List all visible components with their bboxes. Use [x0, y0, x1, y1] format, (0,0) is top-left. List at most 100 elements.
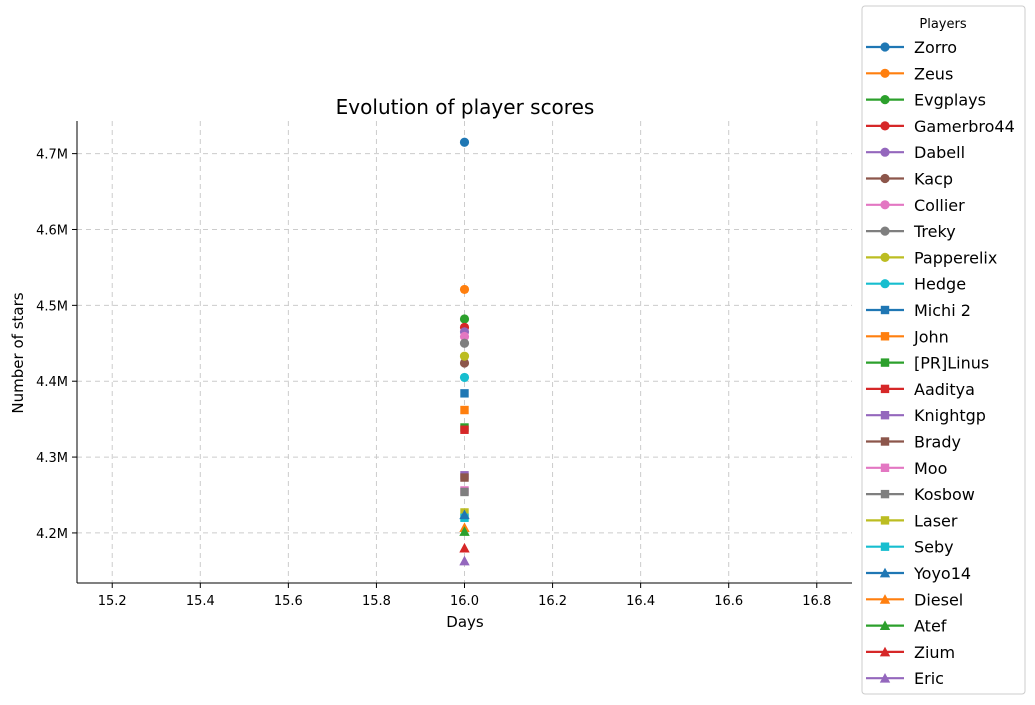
legend-item: Hedge	[866, 275, 966, 294]
data-point-kacp	[459, 358, 470, 368]
legend-item: Treky	[866, 222, 956, 241]
legend-item: Knightgp	[866, 406, 986, 425]
legend-label: John	[913, 327, 949, 346]
legend-item: Atef	[866, 617, 947, 636]
y-axis-label: Number of stars	[9, 292, 27, 413]
legend-item: Yoyo14	[866, 564, 971, 583]
legend-marker	[880, 463, 890, 472]
legend-label: Yoyo14	[913, 564, 971, 583]
legend-marker	[880, 147, 890, 157]
data-point-treky	[459, 338, 470, 348]
legend-label: Knightgp	[914, 406, 986, 425]
legend-marker	[880, 516, 890, 525]
legend-marker	[879, 567, 891, 578]
x-tick-label: 15.6	[274, 594, 303, 609]
legend-marker	[879, 620, 891, 631]
legend-marker	[879, 646, 891, 657]
legend-label: Zorro	[914, 38, 957, 57]
legend-label: Aaditya	[914, 380, 975, 399]
legend-label: Zium	[914, 643, 955, 662]
legend-item: Evgplays	[866, 91, 986, 110]
legend-label: Hedge	[914, 275, 966, 294]
legend-marker	[880, 226, 890, 236]
legend-marker	[880, 411, 890, 420]
legend-label: Seby	[914, 538, 954, 557]
data-point-eric	[459, 555, 470, 566]
legend-label: Papperelix	[914, 248, 997, 267]
y-tick-label: 4.3M	[36, 451, 68, 466]
legend-marker	[880, 42, 890, 52]
legend-items: Zorro Zeus Evgplays Gamerbro44 Dabell Kacp Col…	[866, 38, 1015, 688]
legend: Players Zorro Zeus Evgplays Gamerbro44 Dabel…	[861, 5, 1026, 695]
legend-marker	[879, 673, 891, 683]
legend-item: Diesel	[866, 590, 963, 609]
legend-marker	[880, 68, 890, 78]
legend-label: Laser	[914, 511, 958, 530]
legend-marker	[880, 542, 890, 551]
data-point-john	[460, 405, 469, 415]
y-tick-label: 4.5M	[36, 299, 68, 314]
data-point-zium	[459, 542, 470, 553]
legend-marker	[880, 437, 890, 446]
legend-item: Dabell	[866, 143, 965, 162]
y-tick-label: 4.6M	[36, 223, 68, 238]
legend-label: Eric	[914, 669, 944, 688]
legend-item: John	[866, 327, 949, 346]
legend-label: Michi 2	[914, 301, 971, 320]
legend-item: Collier	[866, 196, 965, 215]
legend-item: Moo	[866, 459, 947, 478]
legend-item: Kosbow	[866, 485, 975, 504]
data-point-papperelix	[459, 351, 470, 361]
data-point-zorro	[459, 137, 470, 147]
legend-title: Players	[919, 17, 966, 32]
legend-label: Dabell	[914, 143, 965, 162]
data-point-atef	[459, 526, 470, 536]
x-tick-label: 16.4	[626, 594, 655, 609]
y-tick-label: 4.7M	[36, 148, 68, 163]
legend-label: Gamerbro44	[914, 117, 1015, 136]
data-point-hedge	[459, 372, 470, 383]
legend-label: Zeus	[914, 64, 953, 83]
legend-marker	[880, 332, 890, 341]
legend-item: Aaditya	[866, 380, 975, 399]
x-axis-label: Days	[446, 613, 484, 631]
x-tick-label: 15.4	[186, 594, 215, 609]
grid-lines	[77, 121, 852, 583]
legend-item: Zium	[866, 643, 955, 662]
legend-marker	[880, 489, 890, 499]
legend-label: Treky	[913, 222, 956, 241]
legend-item: Papperelix	[866, 248, 997, 267]
data-point-aaditya	[460, 425, 469, 434]
legend-label: Collier	[914, 196, 965, 215]
legend-label: Evgplays	[914, 91, 986, 110]
legend-label: Kacp	[914, 170, 953, 189]
legend-marker	[880, 121, 890, 131]
legend-item: Zorro	[866, 38, 957, 57]
legend-marker	[880, 252, 890, 262]
legend-item: Zeus	[866, 64, 953, 83]
x-tick-label: 16.2	[538, 594, 567, 609]
data-point-michi-2	[460, 389, 469, 398]
x-axis-ticks: 15.2 15.4 15.6 15.8 16.0 16.2 16.4 16.6 16.8	[98, 583, 831, 609]
data-point-brady	[460, 473, 469, 482]
legend-label: Moo	[914, 459, 947, 478]
legend-marker	[880, 173, 890, 184]
y-tick-label: 4.4M	[36, 375, 68, 390]
legend-marker	[880, 358, 890, 367]
legend-label: Diesel	[914, 590, 963, 609]
legend-item: [PR]Linus	[866, 354, 989, 373]
legend-marker	[880, 200, 890, 210]
legend-item: Seby	[866, 538, 954, 557]
y-axis-ticks: 4.2M 4.3M 4.4M 4.5M 4.6M 4.7M	[36, 148, 77, 542]
x-tick-label: 16.6	[714, 594, 743, 609]
legend-marker	[880, 305, 890, 315]
legend-marker	[879, 594, 891, 604]
legend-item: Eric	[866, 669, 944, 688]
x-tick-label: 16.0	[450, 594, 479, 609]
x-tick-label: 15.2	[98, 594, 127, 609]
data-points	[459, 137, 470, 566]
data-point-kosbow	[460, 487, 469, 497]
data-point-yoyo14	[459, 509, 470, 520]
data-point-collier	[459, 331, 470, 342]
